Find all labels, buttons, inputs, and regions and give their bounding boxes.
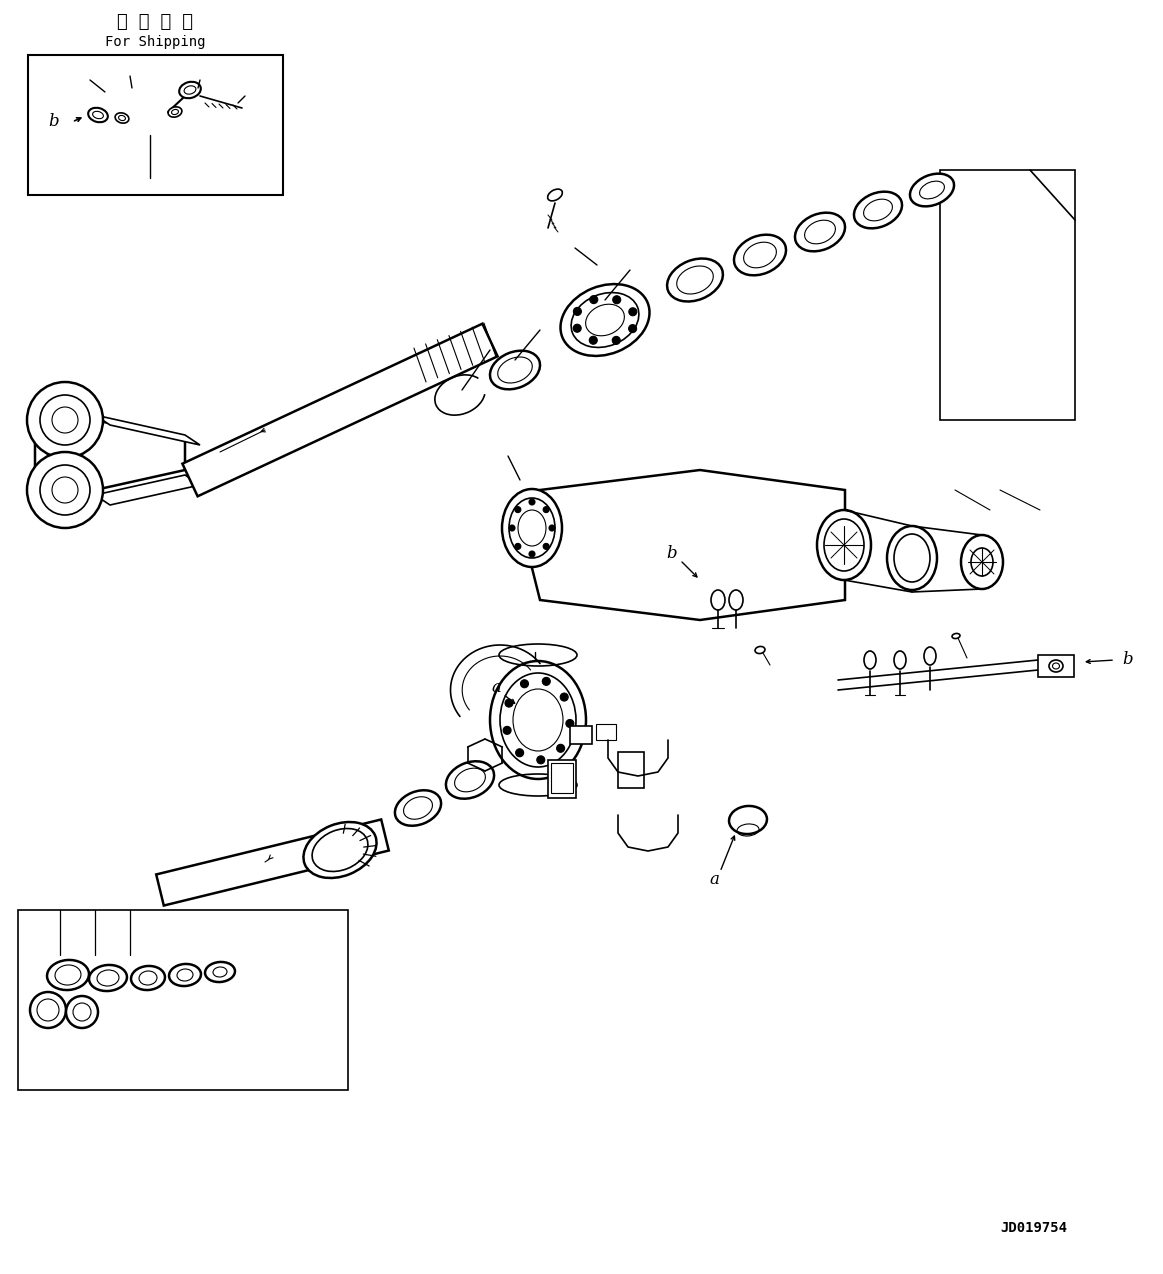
Circle shape: [27, 382, 104, 457]
Ellipse shape: [445, 762, 494, 799]
Ellipse shape: [115, 113, 129, 124]
Ellipse shape: [490, 661, 586, 778]
Circle shape: [537, 755, 544, 764]
Ellipse shape: [502, 489, 562, 567]
Ellipse shape: [887, 526, 937, 590]
Ellipse shape: [47, 959, 88, 990]
Ellipse shape: [923, 647, 936, 665]
Ellipse shape: [169, 107, 181, 117]
Circle shape: [612, 336, 620, 344]
Circle shape: [515, 507, 521, 512]
Polygon shape: [95, 475, 200, 505]
Circle shape: [557, 744, 564, 752]
Ellipse shape: [179, 82, 201, 98]
Circle shape: [505, 699, 513, 707]
Circle shape: [515, 544, 521, 549]
Circle shape: [566, 720, 573, 727]
Circle shape: [573, 325, 582, 333]
Polygon shape: [35, 420, 185, 490]
Circle shape: [542, 678, 550, 685]
Text: JD019754: JD019754: [1000, 1220, 1066, 1235]
Circle shape: [629, 308, 637, 316]
Circle shape: [629, 325, 636, 333]
Ellipse shape: [395, 790, 441, 826]
Ellipse shape: [131, 966, 165, 990]
Polygon shape: [52, 420, 78, 490]
Bar: [28, 55, 283, 195]
Bar: [548, 761, 576, 798]
Circle shape: [504, 726, 511, 734]
Ellipse shape: [668, 259, 723, 302]
Ellipse shape: [169, 964, 201, 986]
Ellipse shape: [864, 651, 876, 669]
Ellipse shape: [854, 191, 902, 228]
Circle shape: [66, 996, 98, 1028]
Text: b: b: [49, 113, 59, 130]
Ellipse shape: [90, 964, 127, 991]
Ellipse shape: [304, 822, 377, 878]
Polygon shape: [530, 470, 846, 620]
Ellipse shape: [490, 350, 540, 390]
Circle shape: [543, 544, 549, 549]
Circle shape: [561, 693, 569, 701]
Ellipse shape: [816, 510, 871, 580]
Circle shape: [549, 525, 555, 531]
Circle shape: [590, 296, 598, 303]
Bar: [17, 910, 348, 1091]
Circle shape: [30, 992, 66, 1028]
Circle shape: [613, 296, 621, 303]
Text: b: b: [1122, 651, 1133, 669]
Ellipse shape: [894, 651, 906, 669]
Ellipse shape: [93, 111, 104, 118]
Ellipse shape: [755, 646, 765, 654]
Ellipse shape: [729, 806, 766, 834]
Bar: [595, 724, 616, 740]
Bar: [570, 726, 592, 744]
Text: a: a: [709, 871, 719, 888]
Text: For Shipping: For Shipping: [105, 34, 205, 48]
Ellipse shape: [561, 284, 649, 355]
Circle shape: [509, 525, 515, 531]
Polygon shape: [940, 169, 1075, 420]
Bar: [1039, 655, 1073, 676]
Ellipse shape: [729, 590, 743, 610]
Ellipse shape: [119, 116, 126, 121]
Bar: [618, 752, 644, 789]
Ellipse shape: [1049, 660, 1063, 671]
Polygon shape: [156, 819, 388, 906]
Ellipse shape: [205, 962, 235, 982]
Ellipse shape: [909, 173, 954, 206]
Circle shape: [529, 499, 535, 505]
Polygon shape: [95, 415, 200, 445]
Text: b: b: [666, 544, 677, 562]
Circle shape: [573, 307, 582, 316]
Circle shape: [521, 680, 528, 688]
Polygon shape: [183, 324, 498, 497]
Text: 運 搬 部 品: 運 搬 部 品: [117, 13, 193, 31]
Ellipse shape: [961, 535, 1003, 589]
Circle shape: [529, 550, 535, 557]
Circle shape: [590, 336, 598, 344]
Circle shape: [543, 507, 549, 512]
Text: a: a: [491, 679, 501, 697]
Ellipse shape: [795, 213, 846, 251]
Ellipse shape: [711, 590, 725, 610]
Ellipse shape: [88, 108, 108, 122]
Ellipse shape: [734, 234, 786, 275]
Ellipse shape: [952, 633, 959, 638]
Bar: [551, 763, 573, 792]
Circle shape: [515, 749, 523, 757]
Circle shape: [27, 452, 104, 527]
Ellipse shape: [548, 189, 563, 201]
